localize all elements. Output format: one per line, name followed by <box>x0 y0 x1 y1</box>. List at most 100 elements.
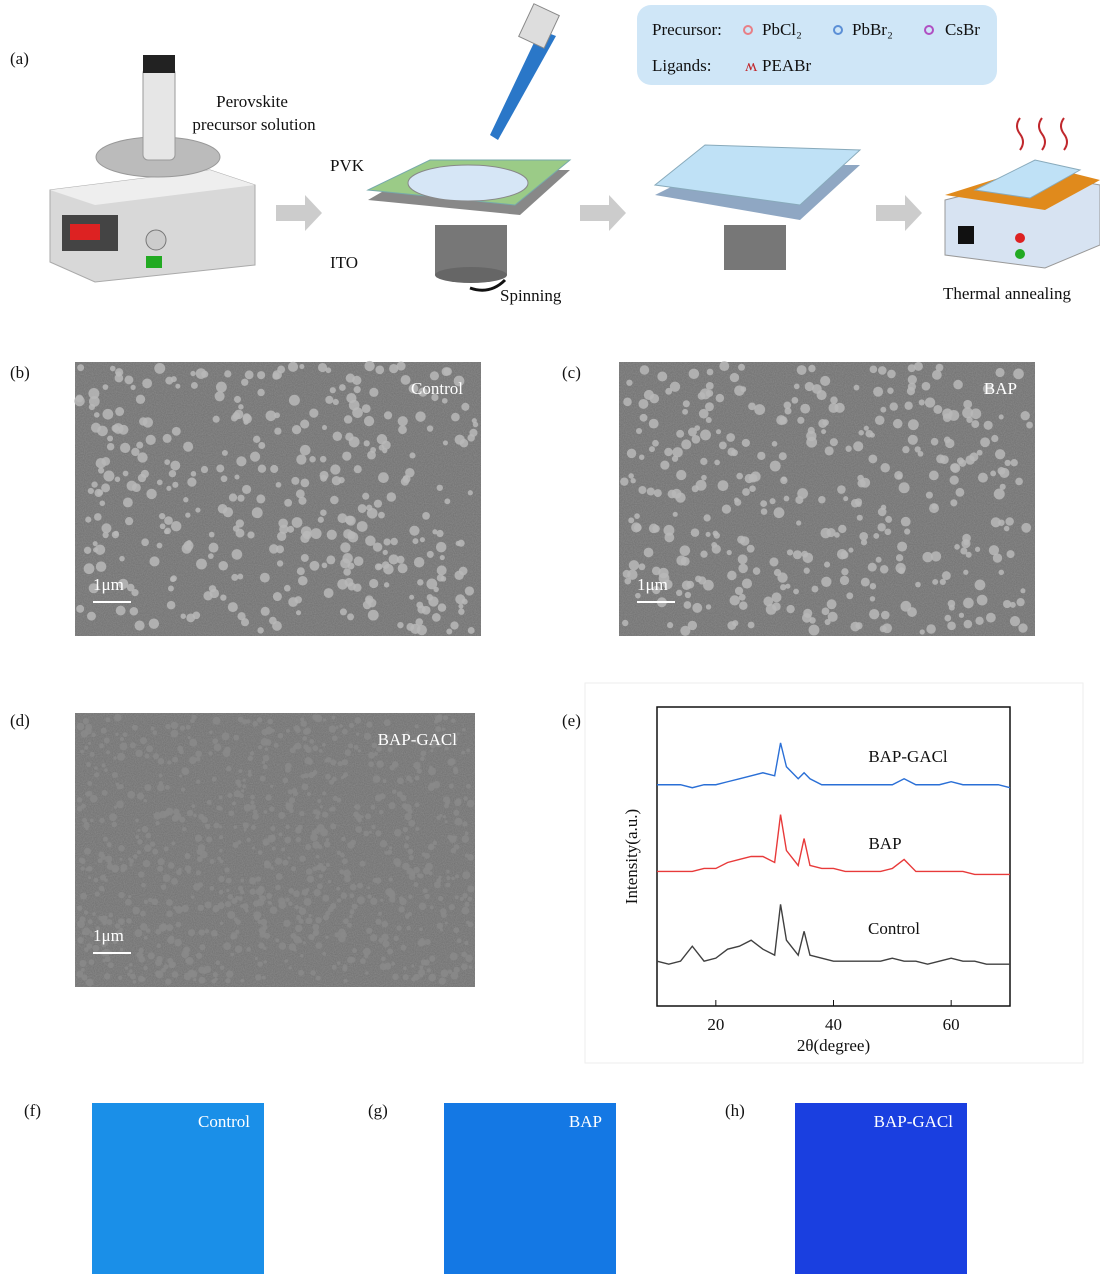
grain <box>246 947 251 952</box>
grain <box>623 570 631 578</box>
grain <box>853 441 863 451</box>
grain <box>101 728 107 734</box>
grain <box>303 744 308 749</box>
grain <box>396 925 401 930</box>
grain <box>437 565 447 575</box>
grain <box>432 613 441 622</box>
heat <box>1017 118 1067 150</box>
grain <box>676 590 682 596</box>
grain <box>422 512 430 520</box>
grain <box>209 543 219 553</box>
grain <box>337 851 341 855</box>
grain <box>304 727 311 734</box>
grain <box>738 564 748 574</box>
figure: Precursor: PbCl₂ PbBr₂ CsBr Ligands: ʍ P… <box>0 0 1100 1274</box>
grain <box>360 861 366 867</box>
grain <box>181 614 186 619</box>
grain <box>820 376 830 386</box>
grain <box>268 901 272 905</box>
grain <box>137 829 140 832</box>
grain <box>1007 550 1015 558</box>
grain <box>736 473 743 480</box>
grain <box>469 429 477 437</box>
grain <box>196 757 201 762</box>
grain <box>1016 598 1024 606</box>
grain <box>378 472 389 483</box>
grain <box>371 825 375 829</box>
grain <box>443 715 448 720</box>
grain <box>284 959 288 963</box>
grain <box>855 622 862 629</box>
grain <box>236 456 246 466</box>
grain <box>196 779 200 783</box>
grain <box>187 736 190 739</box>
grain <box>160 523 166 529</box>
grain <box>747 545 755 553</box>
grain <box>291 866 296 871</box>
grain <box>364 733 371 740</box>
grain <box>417 605 425 613</box>
grain <box>408 895 412 899</box>
grain <box>784 401 792 409</box>
grain <box>999 414 1004 419</box>
grain <box>388 802 395 809</box>
grain <box>120 443 130 453</box>
grain <box>300 420 309 429</box>
grain <box>340 608 347 615</box>
grain <box>461 963 468 970</box>
grain <box>222 732 230 740</box>
grain <box>263 840 268 845</box>
grain <box>343 918 349 924</box>
grain <box>700 388 711 399</box>
grain <box>349 893 354 898</box>
grain <box>449 784 454 789</box>
grain <box>187 810 193 816</box>
precursor: CsBr <box>945 20 980 39</box>
grain <box>132 725 137 730</box>
grain <box>379 810 384 815</box>
grain <box>920 629 925 634</box>
grain <box>299 907 302 910</box>
grain <box>308 914 311 917</box>
grain <box>380 840 387 847</box>
grain <box>197 856 203 862</box>
grain <box>168 586 174 592</box>
grain <box>949 605 955 611</box>
grain <box>1020 588 1025 593</box>
grain <box>159 924 167 932</box>
grain <box>387 948 393 954</box>
grain <box>316 942 323 949</box>
grain <box>965 455 974 464</box>
grain <box>730 595 740 605</box>
grain <box>114 714 122 722</box>
grain <box>676 470 686 480</box>
grain <box>379 445 385 451</box>
grain <box>221 475 228 482</box>
grain <box>986 613 996 623</box>
grain <box>181 767 188 774</box>
grain <box>638 486 646 494</box>
schematic: Precursor: PbCl₂ PbBr₂ CsBr Ligands: ʍ P… <box>50 4 1100 305</box>
grain <box>246 838 250 842</box>
grain <box>456 798 462 804</box>
ito-label: ITO <box>330 253 358 272</box>
grain <box>664 533 674 543</box>
grain <box>349 400 360 411</box>
grain <box>975 617 983 625</box>
grain <box>332 716 336 720</box>
grain <box>209 886 214 891</box>
grain <box>257 961 263 967</box>
grain <box>157 543 163 549</box>
grain <box>915 446 921 452</box>
grain <box>228 602 238 612</box>
grain <box>908 383 916 391</box>
grain <box>664 448 672 456</box>
grain <box>786 605 794 613</box>
grain <box>274 427 281 434</box>
grain <box>434 720 438 724</box>
led <box>146 256 162 268</box>
grain <box>350 884 357 891</box>
grain <box>901 517 911 527</box>
grain <box>870 432 875 437</box>
panel-label: (d) <box>10 711 30 730</box>
